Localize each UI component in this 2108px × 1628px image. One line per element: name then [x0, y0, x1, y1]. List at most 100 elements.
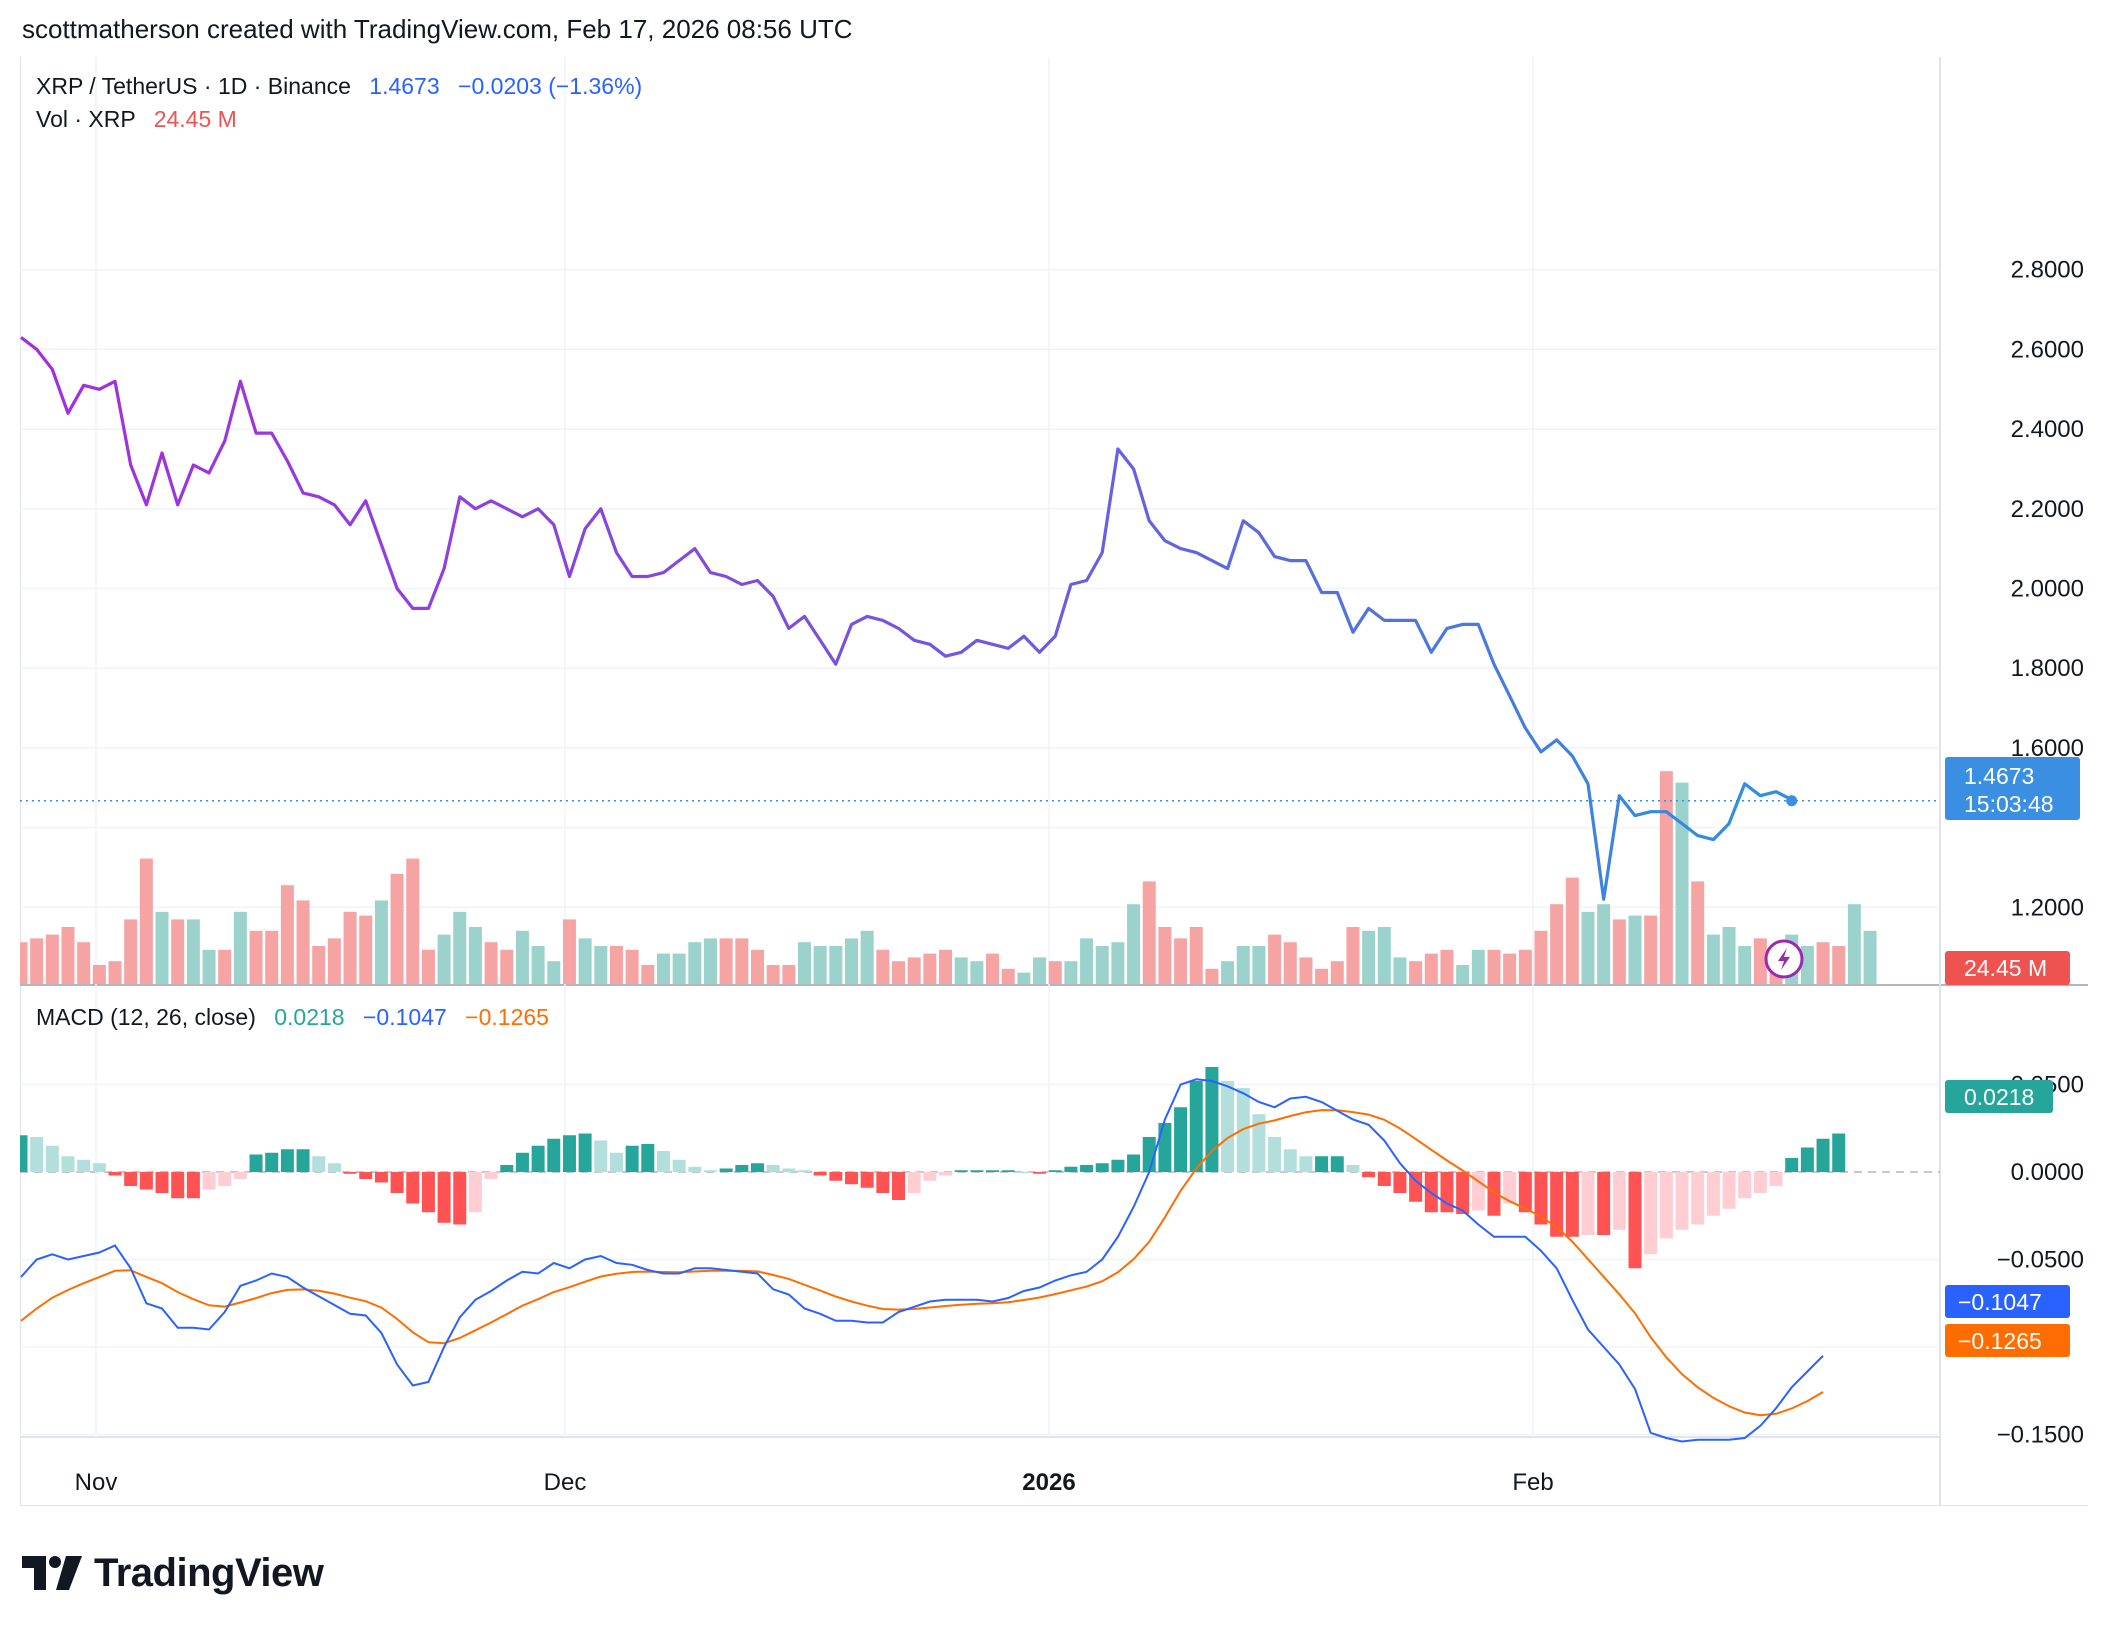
- macd-histogram-bar: [656, 1151, 670, 1172]
- volume-bar: [1550, 904, 1564, 984]
- macd-histogram-bar: [1597, 1172, 1611, 1235]
- macd-histogram-bar: [1330, 1156, 1344, 1172]
- price-series: [20, 336, 1940, 901]
- macd-histogram-bar: [171, 1172, 185, 1199]
- volume-bar: [186, 919, 200, 984]
- macd-histogram-bar: [327, 1163, 341, 1172]
- macd-histogram-bar: [1565, 1172, 1579, 1237]
- volume-bar: [735, 938, 749, 984]
- macd-histogram-bar: [1127, 1154, 1141, 1172]
- macd-histogram-bar: [468, 1172, 482, 1213]
- volume-bar: [923, 953, 937, 984]
- volume-bar: [562, 919, 576, 984]
- volume-bar: [1299, 957, 1313, 984]
- volume-bar: [860, 930, 874, 984]
- macd-histogram-bar: [954, 1170, 968, 1172]
- tradingview-logo[interactable]: TradingView: [22, 1548, 324, 1598]
- volume-bar: [939, 949, 953, 984]
- time-tick-label: Feb: [1512, 1469, 1553, 1496]
- macd-histogram-bar: [14, 1135, 28, 1172]
- legend-change: −0.0203 (−1.36%): [458, 73, 642, 99]
- legend-price: 1.4673: [369, 73, 439, 99]
- macd-histogram-bar: [1283, 1149, 1297, 1172]
- macd-histogram-bar: [1048, 1170, 1062, 1172]
- time-tick-label: 2026: [1022, 1469, 1075, 1496]
- volume-bar: [1409, 961, 1423, 984]
- volume-bars: [14, 771, 1877, 984]
- time-axis: Nov Dec 2026 Feb: [75, 1469, 1554, 1496]
- volume-bar: [327, 938, 341, 984]
- macd-histogram-bar: [798, 1170, 811, 1172]
- tradingview-logo-text: TradingView: [94, 1550, 324, 1595]
- macd-histogram-bar: [1785, 1158, 1799, 1172]
- price-tick-label: 2.2000: [2011, 496, 2084, 523]
- macd-signal-badge-value: −0.1265: [1958, 1328, 2042, 1354]
- macd-hist-value: 0.0218: [274, 1004, 344, 1030]
- macd-histogram-bar: [77, 1159, 91, 1172]
- macd-histogram-bar: [1706, 1172, 1720, 1216]
- volume-bar: [547, 961, 561, 984]
- volume-bar: [1283, 942, 1297, 984]
- chart-container[interactable]: 2.8000 2.6000 2.4000 2.2000 2.0000 1.8000 1.60…: [14, 57, 2088, 1507]
- volume-bar: [1847, 904, 1861, 984]
- volume-bar: [1722, 927, 1736, 984]
- macd-histogram-bar: [1362, 1172, 1376, 1178]
- volume-bar: [1221, 961, 1235, 984]
- volume-bar: [437, 934, 451, 984]
- macd-histogram-bar: [124, 1172, 138, 1186]
- macd-histogram-bar: [1769, 1172, 1783, 1186]
- macd-histogram-bar: [907, 1172, 921, 1193]
- volume-bar: [453, 911, 467, 984]
- macd-histogram-bar: [1659, 1172, 1673, 1239]
- macd-histogram-bar: [374, 1172, 388, 1183]
- macd-label: MACD (12, 26, close): [36, 1004, 256, 1030]
- volume-bar: [265, 930, 279, 984]
- volume-bar: [641, 965, 655, 984]
- macd-histogram-bar: [1644, 1172, 1658, 1255]
- volume-bar: [1612, 919, 1626, 984]
- time-tick-label: Dec: [544, 1469, 587, 1496]
- volume-bar: [296, 900, 310, 984]
- attribution-header: scottmatherson created with TradingView.…: [22, 14, 853, 44]
- macd-histogram-bar: [845, 1172, 859, 1185]
- volume-bar: [1644, 915, 1658, 984]
- macd-histogram-bar: [531, 1145, 545, 1172]
- volume-bar: [1033, 957, 1047, 984]
- macd-histogram-bar: [233, 1172, 247, 1179]
- macd-histogram-bar: [1064, 1166, 1078, 1172]
- price-line: [20, 336, 1793, 901]
- price-tick-label: 2.4000: [2011, 416, 2084, 443]
- macd-histogram-bar: [108, 1172, 122, 1176]
- macd-histogram-bar: [421, 1172, 435, 1213]
- volume-bar: [1346, 927, 1360, 984]
- lightning-icon[interactable]: [1764, 939, 1804, 979]
- volume-bar: [1017, 972, 1031, 984]
- volume-bar: [61, 927, 75, 984]
- volume-bar: [233, 911, 247, 984]
- chart-svg[interactable]: 2.80002.60002.40002.20002.00001.80001.60…: [14, 57, 2088, 1507]
- volume-bar: [1330, 961, 1344, 984]
- macd-histogram-bar: [970, 1170, 984, 1172]
- macd-histogram-bar: [218, 1172, 232, 1186]
- volume-bar: [406, 858, 420, 984]
- volume-bar: [1252, 946, 1266, 984]
- volume-bar: [1127, 904, 1141, 984]
- volume-bar: [609, 946, 623, 984]
- macd-histogram-bar: [202, 1172, 216, 1190]
- macd-histogram-bar: [688, 1166, 702, 1172]
- volume-bar: [1518, 949, 1532, 984]
- macd-pane: [14, 1067, 1846, 1443]
- price-tick-label: 2.0000: [2011, 576, 2084, 603]
- volume-bar: [1001, 968, 1015, 984]
- volume-bar: [688, 942, 702, 984]
- macd-histogram-bar: [296, 1149, 310, 1172]
- volume-bar: [876, 949, 890, 984]
- volume-bar: [594, 946, 608, 984]
- volume-bar: [1597, 904, 1611, 984]
- macd-histogram-bar: [1534, 1172, 1548, 1225]
- volume-bar: [202, 949, 216, 984]
- macd-histogram-bar: [703, 1170, 717, 1172]
- volume-bar: [1691, 881, 1705, 984]
- volume-bar: [1268, 934, 1282, 984]
